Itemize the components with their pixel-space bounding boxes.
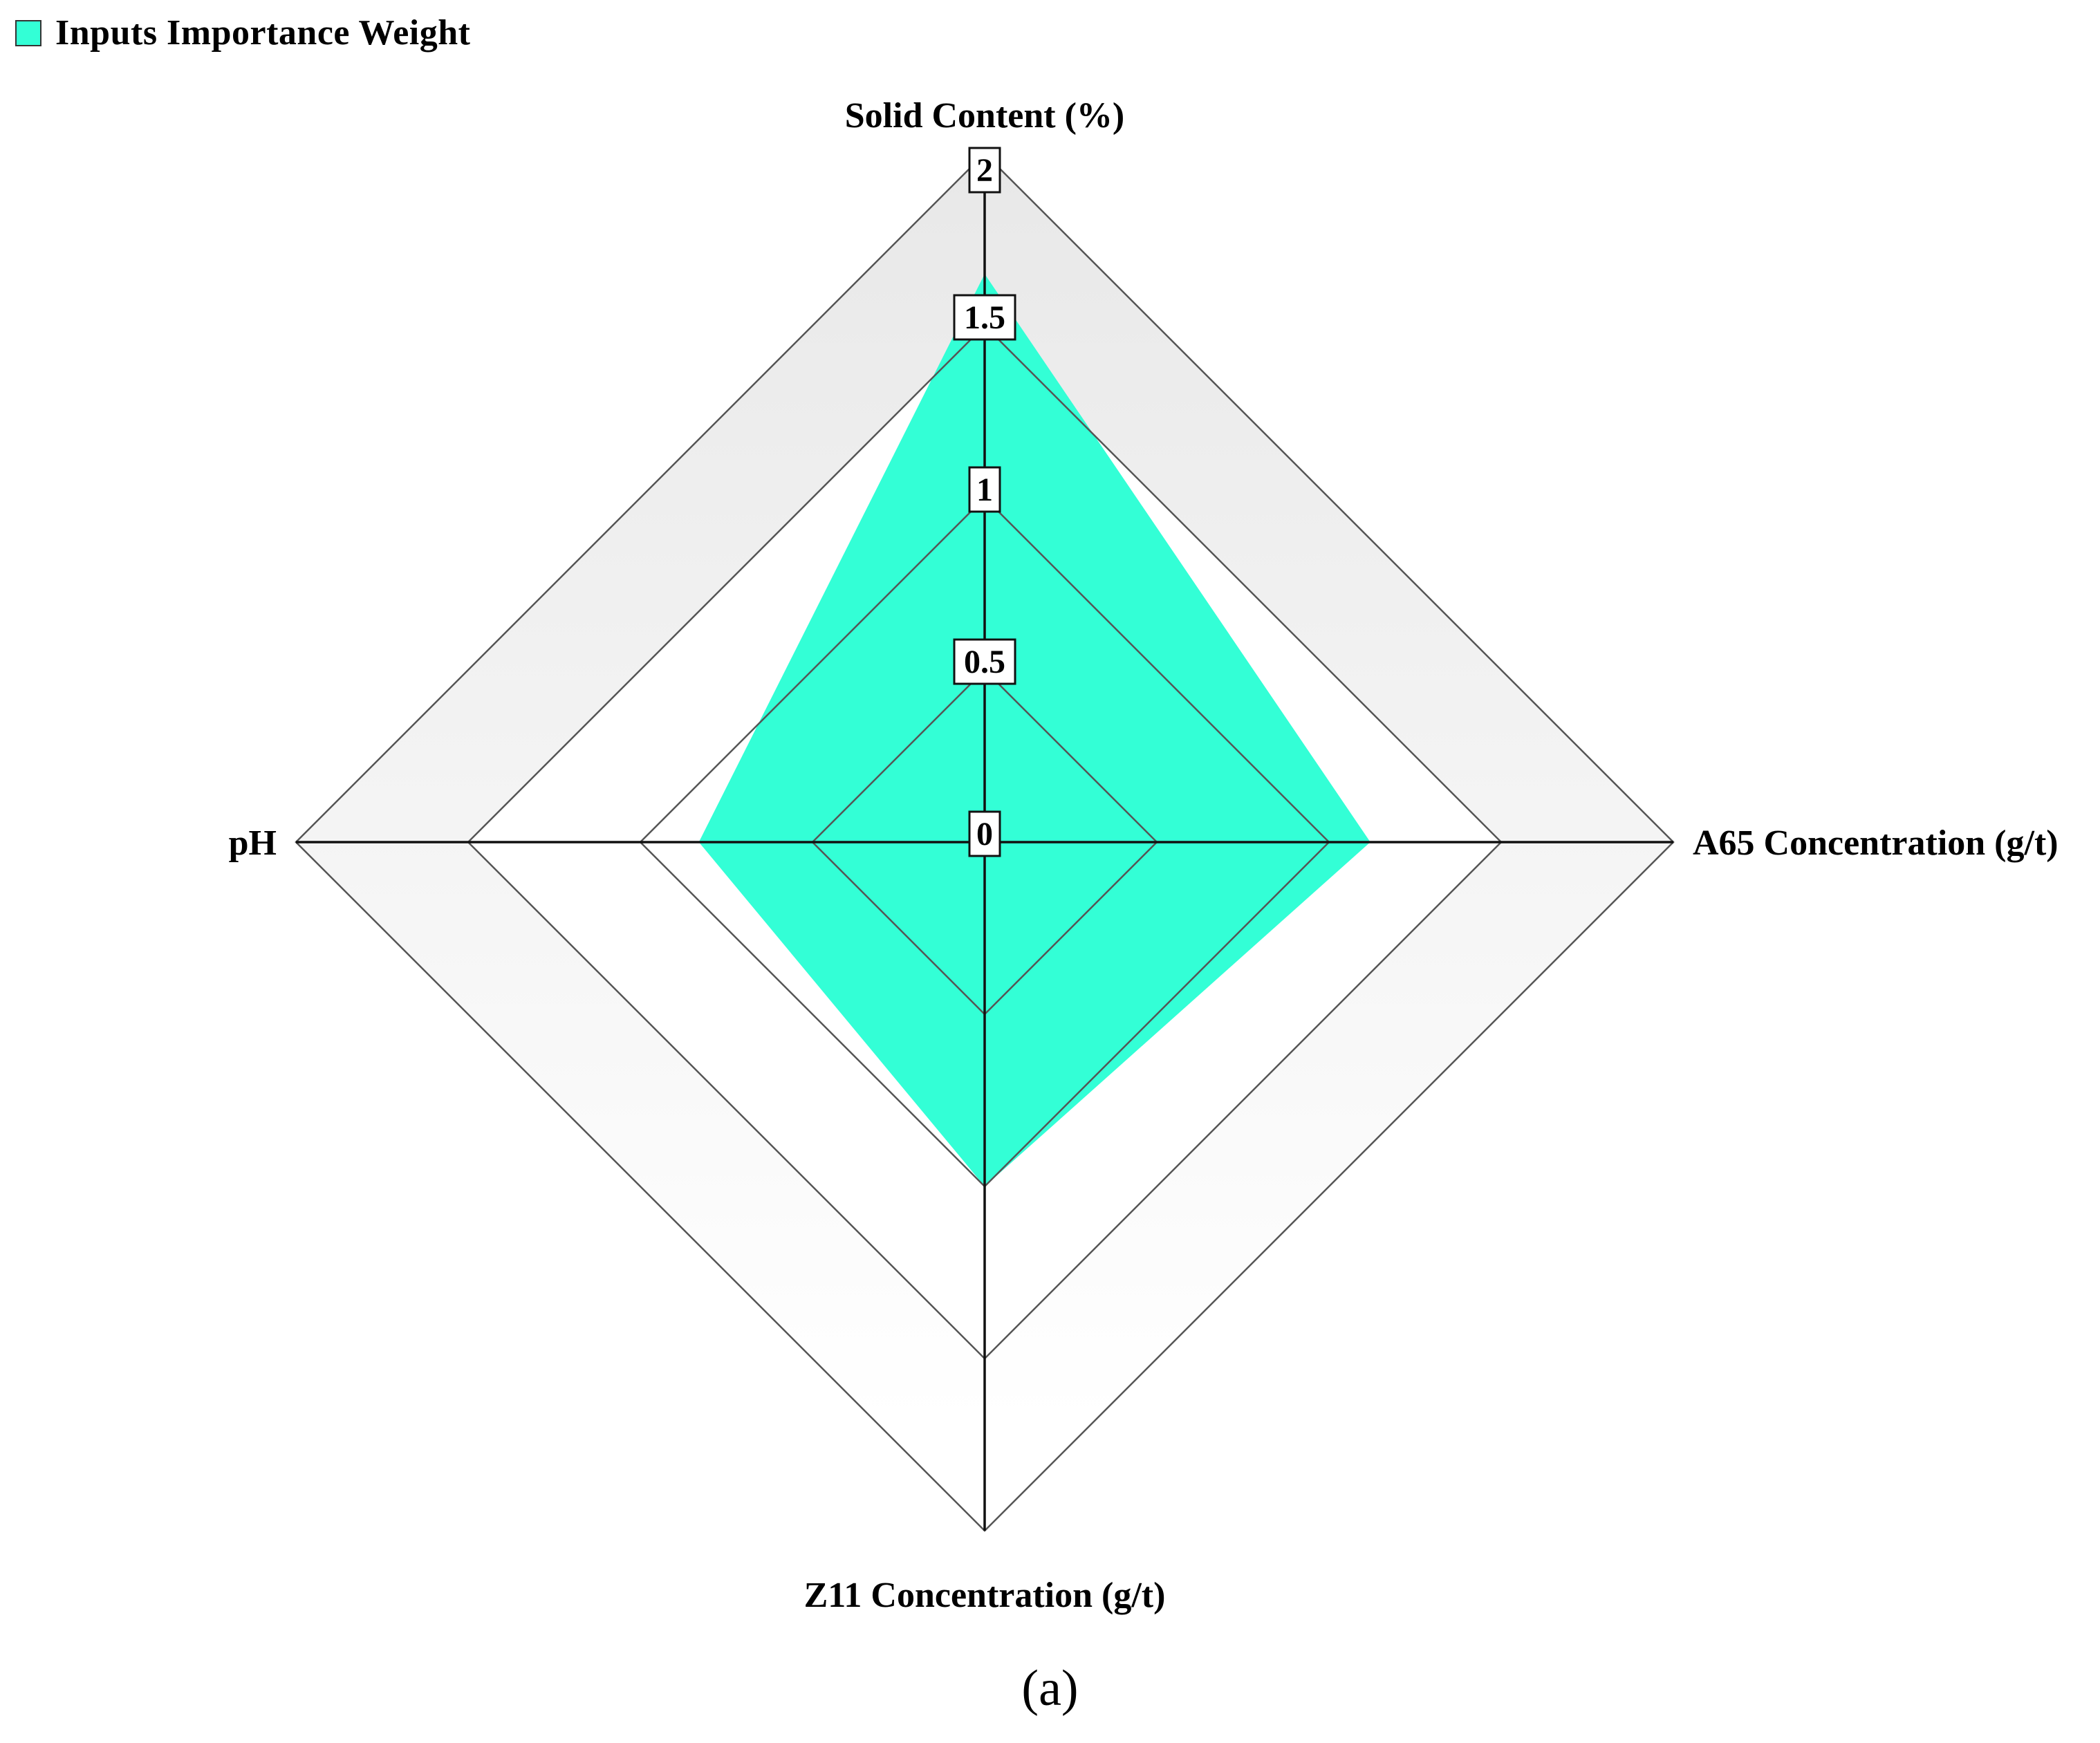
- tick-label-box-0: [968, 810, 1001, 857]
- axis-label-1: A65 Concentration (g/t): [1693, 823, 2059, 863]
- tick-label-4: 2: [976, 152, 993, 189]
- figure-caption: (a): [1021, 1660, 1079, 1717]
- tick-label-box-3: [953, 294, 1016, 341]
- tick-label-3: 1.5: [964, 299, 1005, 336]
- legend-label: Inputs Importance Weight: [55, 13, 471, 53]
- legend-swatch: [15, 19, 41, 46]
- axis-label-0: Solid Content (%): [845, 96, 1124, 136]
- axis-label-3: pH: [229, 823, 277, 863]
- tick-label-box-2: [968, 466, 1001, 513]
- tick-label-box-1: [953, 638, 1016, 685]
- tick-label-group-1: 0.5: [953, 638, 1016, 685]
- series-area-0: [698, 274, 1370, 1186]
- tick-label-0: 0: [976, 816, 993, 852]
- tick-label-group-2: 1: [968, 466, 1001, 513]
- tick-label-1: 0.5: [964, 644, 1005, 680]
- tick-label-group-3: 1.5: [953, 294, 1016, 341]
- tick-label-2: 1: [976, 472, 993, 508]
- tick-label-box-4: [968, 147, 1001, 194]
- tick-label-group-0: 0: [968, 810, 1001, 857]
- legend: Inputs Importance Weight: [15, 12, 470, 53]
- tick-label-group-4: 2: [968, 147, 1001, 194]
- axis-label-2: Z11 Concentration (g/t): [804, 1576, 1166, 1615]
